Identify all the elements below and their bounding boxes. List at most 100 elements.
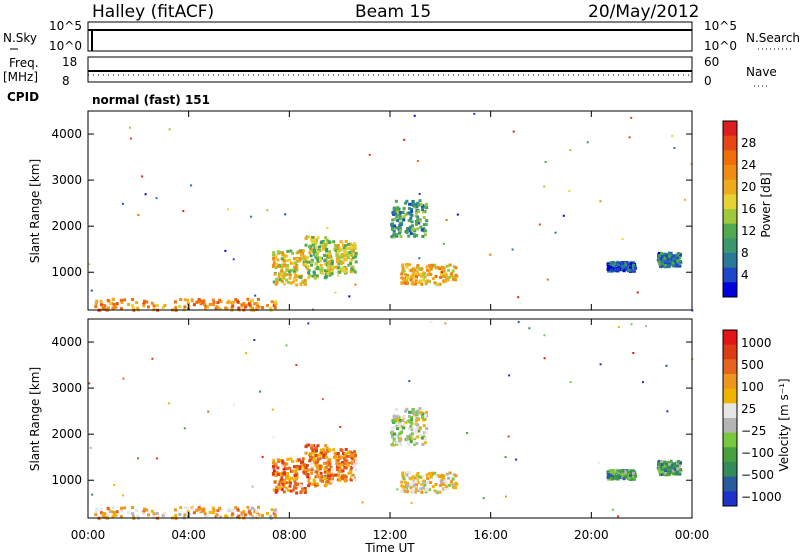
echo-cell: [441, 269, 445, 273]
echo-cell: [441, 477, 445, 481]
echo-cell: [660, 472, 664, 476]
echo-cell: [323, 269, 327, 273]
echo-cell: [424, 430, 428, 434]
echo-cell: [424, 413, 428, 417]
freq-tick-bottom: 8: [62, 74, 70, 88]
echo-cell: [354, 453, 357, 457]
echo-cell: [296, 274, 300, 278]
echo-cell: [212, 300, 216, 304]
echo-cell: [163, 512, 167, 515]
echo-cell: [295, 459, 299, 463]
echo-cell: [415, 208, 419, 212]
velocity-colorbar-label: Velocity [m s⁻¹]: [777, 378, 791, 471]
echo-cell: [664, 472, 668, 475]
echo-cell: [406, 481, 410, 485]
echo-cell: [418, 407, 422, 411]
echo-cell: [626, 262, 630, 266]
echo-cell: [291, 280, 295, 284]
echo-cell: [328, 273, 332, 277]
echo-cell: [451, 485, 455, 489]
echo-cell: [343, 478, 347, 482]
echo-cell: [664, 261, 668, 265]
echo-cell: [307, 260, 311, 264]
echo-cell: [447, 476, 451, 480]
echo-cell: [99, 299, 103, 303]
scatter-point: [137, 457, 139, 460]
echo-cell: [316, 458, 320, 462]
echo-cell: [664, 469, 668, 473]
echo-cell: [444, 482, 448, 486]
scatter-point: [512, 130, 515, 133]
echo-cell: [310, 238, 314, 242]
echo-cell: [271, 472, 275, 475]
echo-cell: [334, 246, 338, 250]
echo-cell: [421, 416, 425, 420]
echo-cell: [322, 246, 326, 249]
echo-cell: [394, 407, 398, 411]
echo-cell: [327, 240, 331, 244]
echo-cell: [286, 488, 290, 492]
echo-cell: [309, 462, 313, 466]
echo-cell: [400, 281, 404, 285]
echo-cell: [274, 266, 278, 270]
echo-cell: [211, 303, 215, 307]
echo-cell: [410, 220, 414, 224]
echo-cell: [234, 506, 238, 509]
echo-cell: [407, 234, 411, 238]
echo-cell: [354, 252, 358, 256]
echo-cell: [307, 271, 311, 275]
echo-cell: [306, 472, 310, 476]
echo-cell: [293, 477, 297, 481]
echo-cell: [678, 256, 682, 260]
echo-cell: [255, 515, 259, 519]
echo-cell: [402, 269, 406, 273]
echo-cell: [450, 272, 454, 276]
echo-cell: [414, 279, 418, 283]
echo-cell: [99, 507, 103, 511]
echo-cell: [316, 444, 320, 448]
echo-cell: [304, 445, 308, 449]
echo-cell: [671, 469, 675, 473]
echo-cell: [321, 479, 324, 483]
echo-cell: [659, 473, 663, 477]
echo-cell: [415, 413, 419, 417]
echo-cell: [414, 430, 418, 434]
echo-cell: [436, 474, 440, 477]
echo-cell: [414, 487, 418, 491]
echo-cell: [422, 418, 426, 422]
scatter-point: [410, 501, 413, 504]
echo-cell: [283, 263, 287, 267]
echo-cell: [424, 229, 427, 233]
echo-cell: [416, 281, 420, 284]
echo-cell: [415, 275, 418, 279]
echo-cell: [295, 251, 299, 255]
echo-cell: [347, 243, 351, 246]
scatter-point: [611, 508, 614, 511]
echo-cell: [348, 251, 352, 254]
echo-cell: [311, 274, 315, 278]
echo-cell: [246, 505, 250, 509]
echo-cell: [396, 427, 400, 431]
echo-cell: [255, 509, 259, 513]
echo-cell: [349, 260, 353, 264]
echo-cell: [632, 476, 636, 480]
echo-cell: [255, 307, 259, 311]
echo-cell: [629, 473, 632, 477]
echo-cell: [295, 491, 299, 495]
echo-cell: [418, 219, 422, 223]
echo-cell: [668, 251, 671, 255]
echo-cell: [657, 260, 661, 264]
echo-cell: [401, 474, 405, 478]
echo-cell: [451, 477, 455, 481]
echo-cell: [419, 225, 423, 229]
echo-cell: [423, 233, 427, 237]
echo-cell: [161, 305, 165, 309]
scatter-point: [466, 432, 469, 434]
echo-cell: [285, 467, 289, 471]
echo-cell: [333, 451, 337, 455]
echo-cell: [422, 278, 425, 282]
echo-cell: [313, 276, 317, 280]
echo-cell: [409, 424, 413, 428]
scatter-point: [636, 291, 639, 294]
scatter-point: [122, 377, 125, 380]
